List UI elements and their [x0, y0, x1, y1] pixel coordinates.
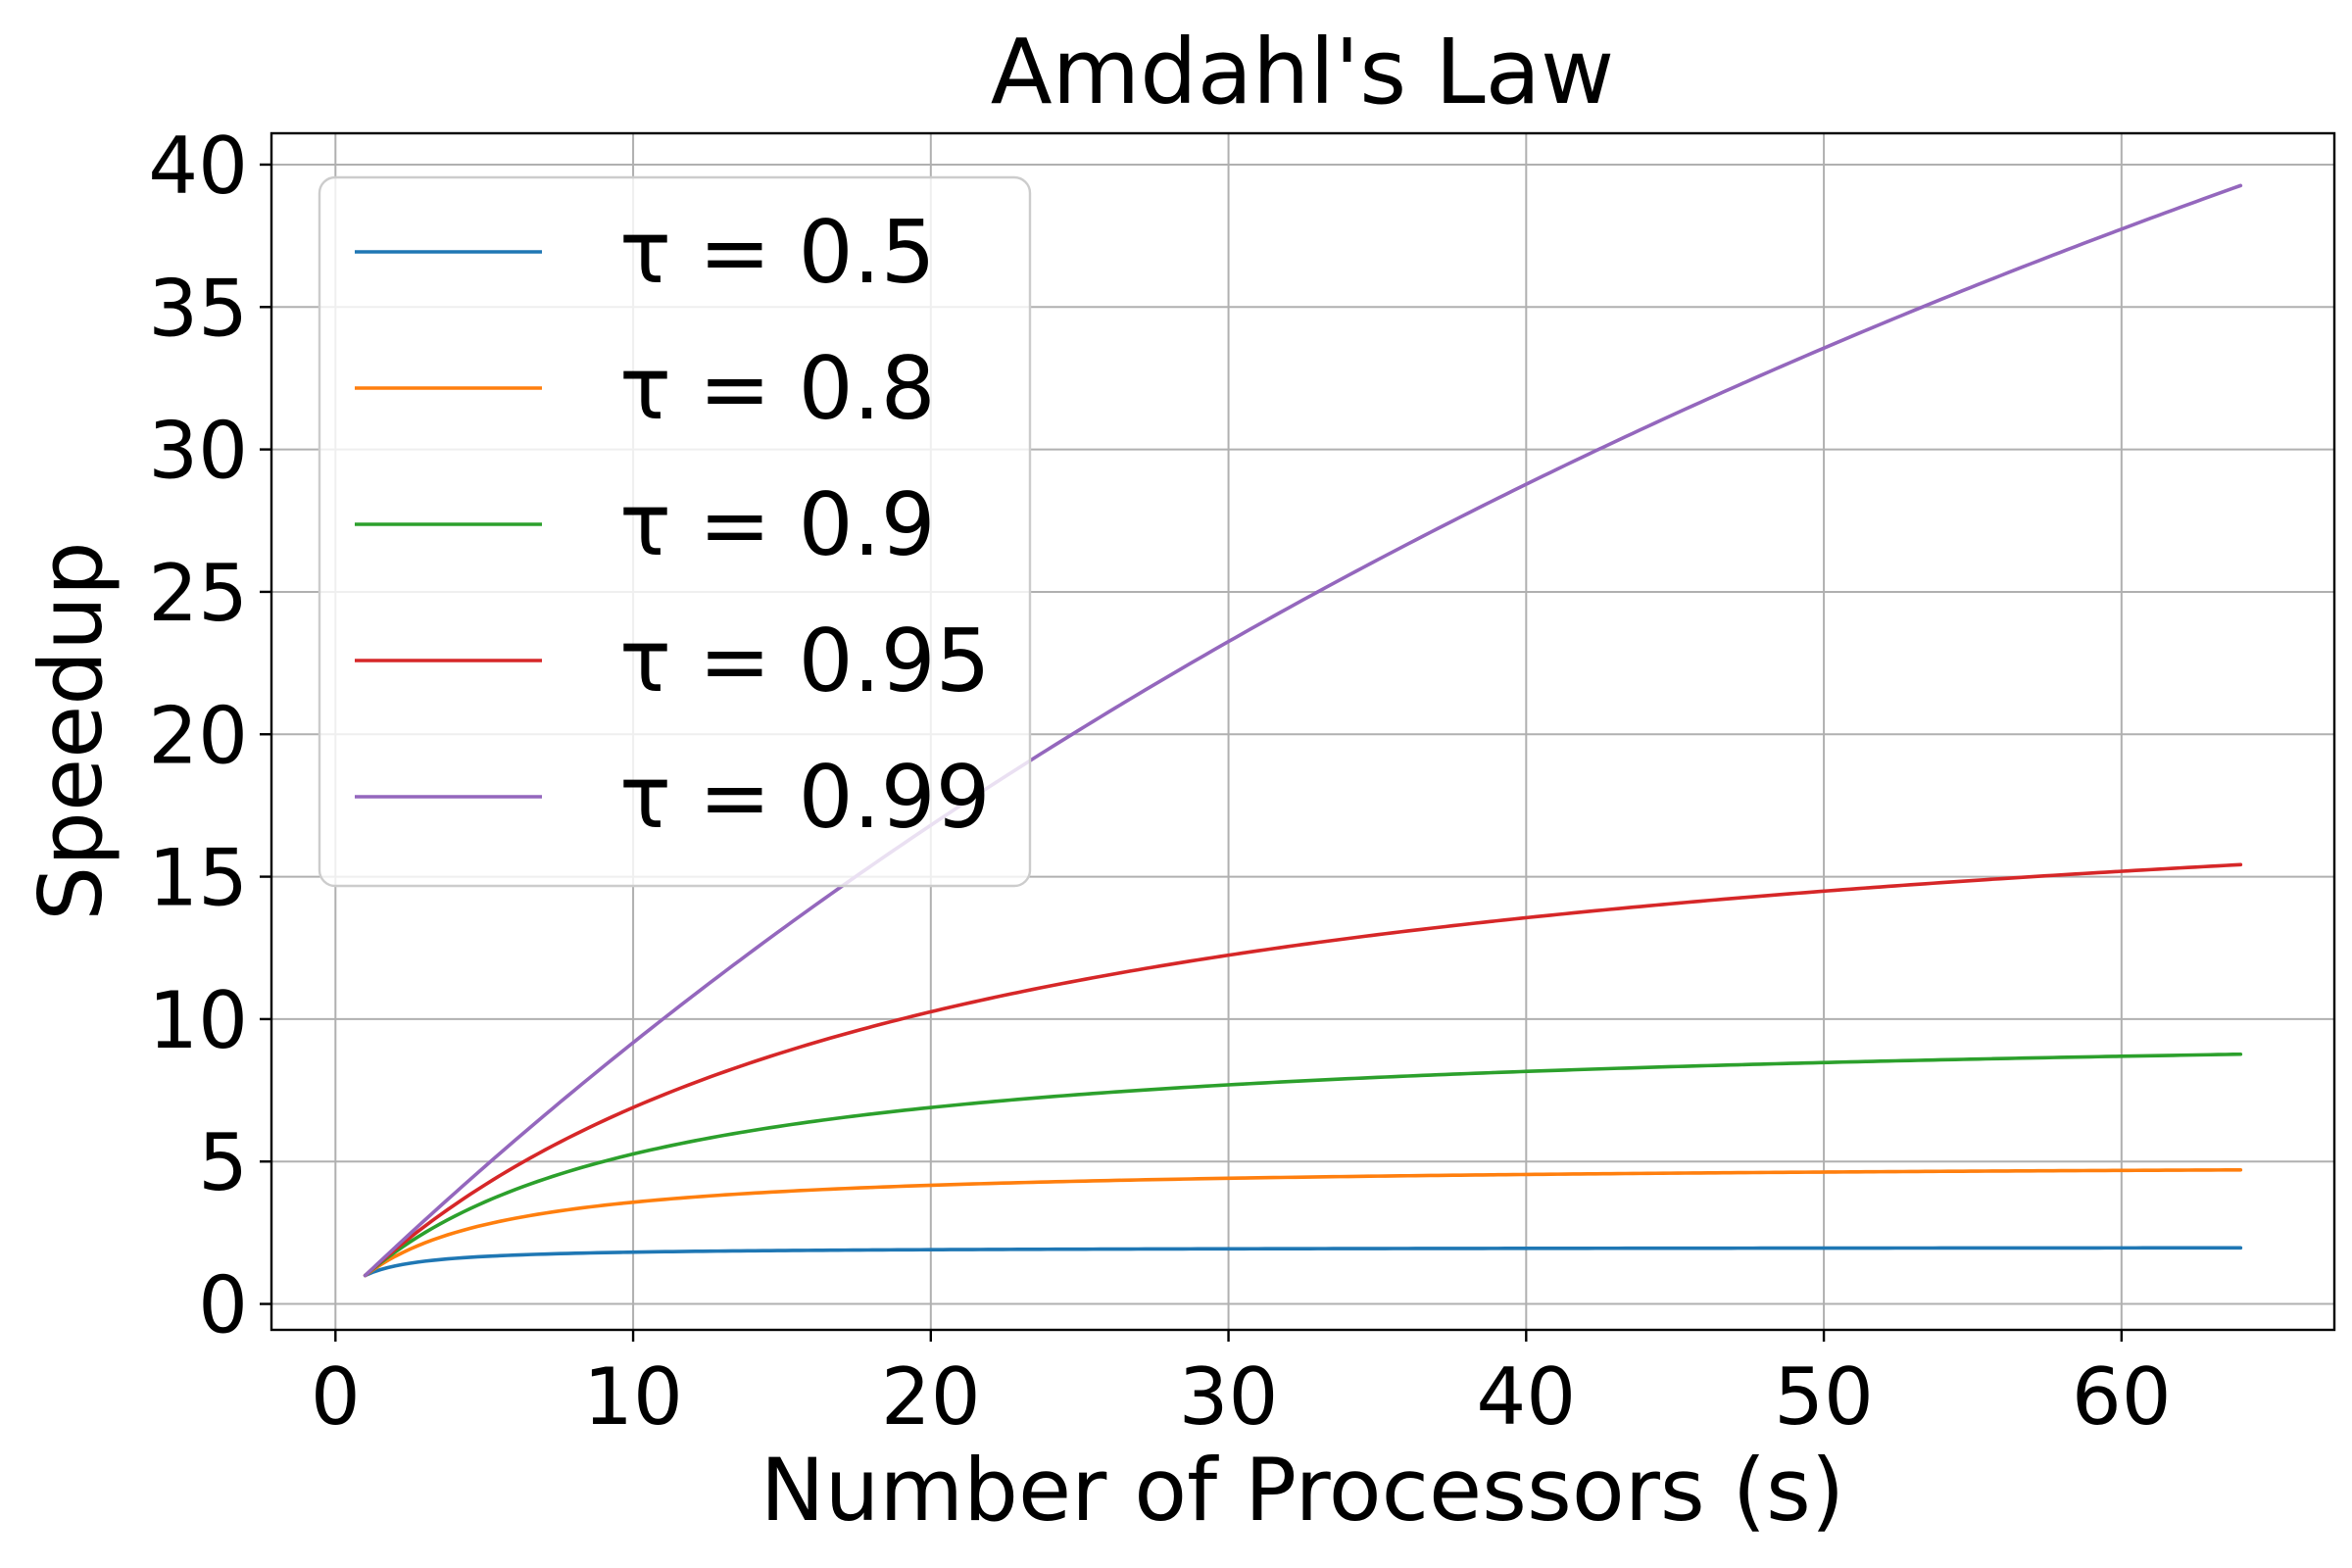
legend-label-4: τ = 0.95 [619, 611, 991, 711]
x-tick-label: 40 [1476, 1351, 1576, 1443]
legend-label-2: τ = 0.8 [619, 338, 936, 439]
x-axis-label: Number of Processors (s) [760, 1440, 1844, 1541]
x-tick-label: 10 [583, 1351, 683, 1443]
series-line-3 [363, 1052, 2243, 1278]
y-tick-label: 15 [148, 833, 248, 924]
chart-title: Amdahl's Law [991, 20, 1615, 124]
legend: τ = 0.5 τ = 0.8 τ = 0.9 τ = 0.95 τ = 0.99 [318, 175, 1032, 888]
legend-box [318, 175, 1032, 888]
x-tick-label: 50 [1774, 1351, 1874, 1443]
x-tick-label: 20 [881, 1351, 981, 1443]
legend-label-1: τ = 0.5 [619, 202, 936, 303]
y-axis-label: Speedup [21, 541, 122, 921]
y-tick-label: 40 [148, 121, 248, 212]
y-tick-label: 25 [148, 548, 248, 639]
y-tick-label: 35 [148, 263, 248, 354]
series-layer [363, 183, 2243, 1278]
series-line-2 [363, 1167, 2243, 1278]
y-tick-label: 0 [198, 1260, 248, 1351]
plot-frame [270, 131, 2336, 1332]
y-tick-label: 20 [148, 690, 248, 781]
series-line-5 [363, 183, 2243, 1278]
x-tick-label: 30 [1179, 1351, 1279, 1443]
ticks: 0 10 20 30 40 50 60 0 5 10 15 20 25 30 35 40 [148, 121, 2172, 1443]
series-line-4 [363, 862, 2243, 1278]
x-tick-label: 0 [311, 1351, 361, 1443]
series-line-1 [363, 1246, 2243, 1278]
legend-label-5: τ = 0.99 [619, 747, 991, 848]
legend-label-3: τ = 0.9 [619, 474, 936, 575]
y-tick-label: 10 [148, 975, 248, 1066]
y-tick-label: 5 [198, 1117, 248, 1208]
y-tick-label: 30 [148, 406, 248, 497]
x-tick-label: 60 [2072, 1351, 2172, 1443]
